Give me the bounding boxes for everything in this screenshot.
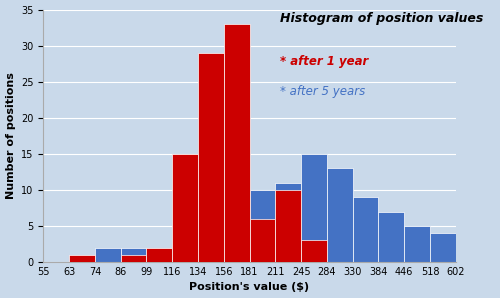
Bar [69, 255, 95, 262]
Bar [276, 190, 301, 262]
Bar [172, 240, 198, 262]
Bar [120, 248, 146, 262]
Y-axis label: Number of positions: Number of positions [6, 72, 16, 199]
Bar [146, 248, 172, 262]
Bar [146, 248, 172, 262]
Text: * after 1 year: * after 1 year [280, 55, 368, 68]
Text: Histogram of position values: Histogram of position values [280, 12, 484, 25]
Bar [198, 219, 224, 262]
X-axis label: Position's value ($): Position's value ($) [190, 283, 310, 292]
Bar [95, 248, 120, 262]
Bar [276, 183, 301, 262]
Bar [430, 233, 456, 262]
Bar [301, 240, 327, 262]
Bar [250, 219, 276, 262]
Bar [172, 154, 198, 262]
Bar [120, 255, 146, 262]
Bar [404, 226, 430, 262]
Bar [198, 53, 224, 262]
Bar [224, 190, 250, 262]
Bar [69, 255, 95, 262]
Bar [327, 168, 352, 262]
Bar [301, 154, 327, 262]
Bar [250, 190, 276, 262]
Bar [378, 212, 404, 262]
Text: * after 5 years: * after 5 years [280, 85, 366, 98]
Bar [224, 24, 250, 262]
Bar [352, 197, 378, 262]
